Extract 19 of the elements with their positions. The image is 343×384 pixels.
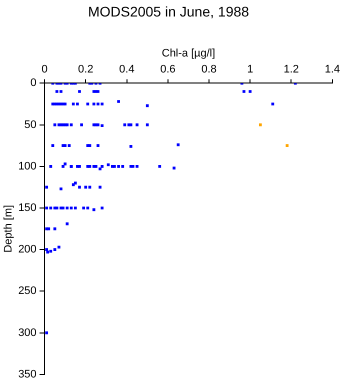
x-tick-label: 0.8	[201, 64, 217, 76]
x-tick-label: 0.2	[78, 64, 94, 76]
y-tick-label: 250	[18, 285, 37, 298]
x-tick-label: 0.4	[119, 64, 134, 76]
x-tick-label: 1.2	[284, 64, 299, 76]
y-tick-label: 300	[18, 326, 37, 339]
y-tick-label: 350	[18, 368, 37, 380]
x-tick-label: 0.6	[160, 64, 176, 76]
chart-title: MODS2005 in June, 1988	[88, 3, 250, 20]
y-tick-label: 150	[18, 202, 37, 214]
x-tick-label: 0	[41, 64, 48, 76]
y-tick-label: 50	[24, 118, 37, 131]
y-axis-title: Depth [m]	[2, 204, 15, 253]
y-tick-label: 0	[30, 77, 37, 90]
x-tick-label: 1	[247, 64, 254, 76]
y-tick-label: 200	[18, 244, 37, 256]
x-tick-label: 1.4	[324, 64, 340, 76]
y-tick-label: 100	[18, 160, 37, 172]
x-axis-title: Chl-a [µg/l]	[162, 47, 216, 60]
